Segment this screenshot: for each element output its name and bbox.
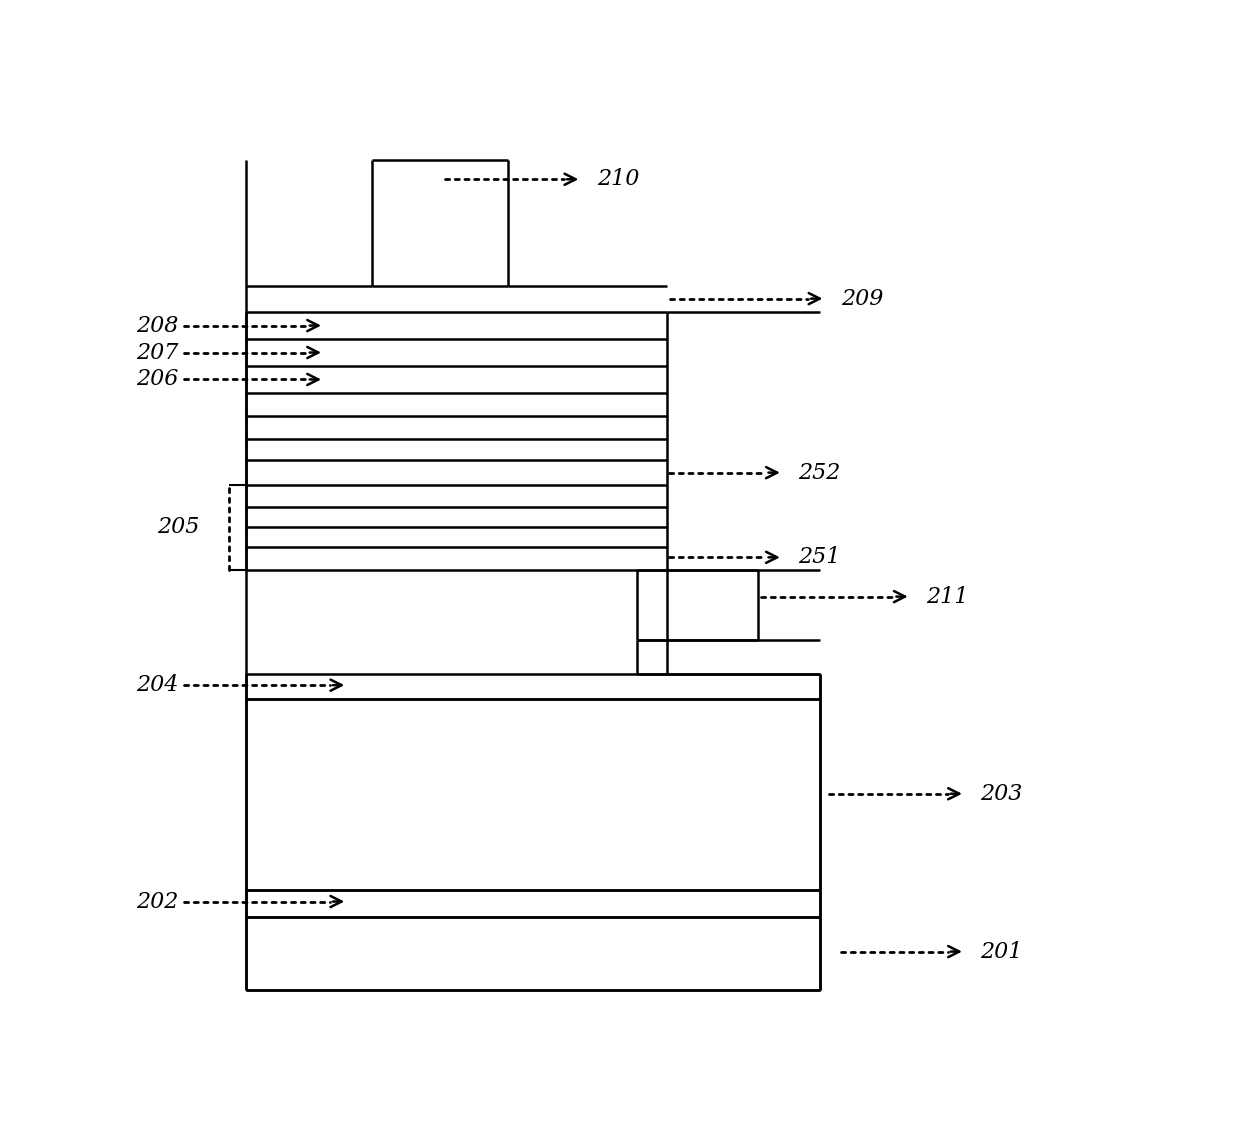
Text: 201: 201 [981, 940, 1023, 963]
Text: 206: 206 [136, 369, 179, 390]
Text: 202: 202 [136, 890, 179, 913]
Text: 204: 204 [136, 674, 179, 696]
Text: 251: 251 [799, 547, 841, 568]
Text: 252: 252 [799, 462, 841, 484]
Text: 203: 203 [981, 783, 1023, 804]
Text: 208: 208 [136, 315, 179, 337]
Text: 207: 207 [136, 341, 179, 364]
Text: 205: 205 [157, 517, 200, 539]
Text: 211: 211 [926, 585, 968, 608]
Text: 210: 210 [596, 168, 639, 191]
Text: 209: 209 [841, 288, 883, 309]
